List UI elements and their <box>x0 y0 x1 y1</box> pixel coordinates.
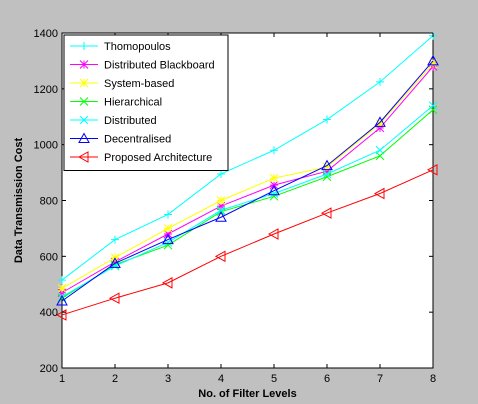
series-3-point-4 <box>269 191 279 201</box>
legend-entry-2: System-based <box>70 78 174 90</box>
series-0-point-5 <box>323 115 331 124</box>
series-6-point-4 <box>267 228 279 240</box>
series-line-1 <box>61 66 434 294</box>
series-4 <box>57 101 438 302</box>
x-tick-label-3: 3 <box>165 373 171 385</box>
y-tick-label-200: 200 <box>40 363 58 375</box>
legend: Thomopoulos Distributed Blackboard System-… <box>63 34 229 171</box>
series-4-point-3 <box>216 205 226 215</box>
series-6-point-5 <box>320 207 332 219</box>
series-6-point-1 <box>108 292 120 305</box>
x-tick-label-7: 7 <box>377 373 383 385</box>
series-6-point-0 <box>55 309 67 321</box>
series-5-point-4 <box>268 184 280 196</box>
series-0-point-0 <box>58 276 66 285</box>
legend-label-6: Proposed Architecture <box>104 152 212 164</box>
y-tick-label-600: 600 <box>40 251 58 263</box>
legend-marker-3 <box>79 97 89 106</box>
series-2-point-0 <box>57 284 67 293</box>
series-3-point-2 <box>163 240 173 250</box>
series-6-point-3 <box>214 250 226 263</box>
legend-entry-6: Proposed Architecture <box>70 151 212 164</box>
y-tick-label-1200: 1200 <box>34 84 58 96</box>
series-line-0 <box>61 35 434 281</box>
series-1-point-5 <box>322 166 332 176</box>
series-2-point-3 <box>216 196 226 205</box>
x-tick-label-2: 2 <box>112 373 118 385</box>
series-0-point-1 <box>111 235 119 244</box>
x-tick-label-6: 6 <box>324 373 330 385</box>
legend-label-0: Thomopoulos <box>104 41 171 53</box>
series-line-5 <box>61 60 434 302</box>
legend-marker-2 <box>79 78 89 88</box>
legend-label-5: Decentralised <box>104 134 171 146</box>
y-axis-label: Data Transmission Cost <box>13 138 25 264</box>
legend-box <box>63 34 229 171</box>
series-5-point-5 <box>321 159 333 171</box>
series-6 <box>55 163 438 321</box>
series-3-point-5 <box>322 172 332 182</box>
series-5-point-2 <box>162 233 174 245</box>
x-tick-label-1: 1 <box>59 373 65 385</box>
series-0-point-6 <box>376 77 384 86</box>
series-6-point-6 <box>373 187 385 200</box>
series-2-point-5 <box>322 162 332 172</box>
series-1-point-6 <box>375 123 385 133</box>
y-tick-label-1000: 1000 <box>34 140 58 152</box>
series-5-point-3 <box>215 211 227 222</box>
x-tick-label-5: 5 <box>271 373 277 385</box>
legend-entry-3: Hierarchical <box>70 97 162 109</box>
legend-marker-4 <box>79 115 89 125</box>
series-5-point-0 <box>56 294 68 306</box>
series-1-point-1 <box>110 257 120 267</box>
series-1-point-3 <box>216 201 226 211</box>
legend-marker-1 <box>79 60 89 69</box>
legend-marker-5 <box>78 132 90 143</box>
legend-label-2: System-based <box>104 78 174 90</box>
legend-marker-0 <box>80 42 88 50</box>
series-line-4 <box>61 105 434 298</box>
series-0-point-4 <box>270 146 278 155</box>
series-5-point-7 <box>427 54 439 66</box>
series-4-point-5 <box>322 169 332 179</box>
series-6-point-7 <box>426 163 438 176</box>
y-tick-label-400: 400 <box>40 307 58 319</box>
legend-label-4: Distributed <box>104 115 157 127</box>
legend-label-3: Hierarchical <box>104 97 162 109</box>
series-2-point-6 <box>375 119 385 129</box>
series-4-point-6 <box>375 145 385 155</box>
legend-entry-0: Thomopoulos <box>70 41 171 53</box>
series-2-point-4 <box>269 173 279 183</box>
y-tick-label-1400: 1400 <box>34 28 58 40</box>
x-axis-label: No. of Filter Levels <box>198 388 296 400</box>
axis-layer: 1 2 3 4 5 6 7 8 200 400 600 800 1000 1200 1400 <box>34 28 437 385</box>
legend-marker-6 <box>77 151 89 163</box>
series-5-point-6 <box>374 116 386 127</box>
series-3-point-7 <box>428 105 438 115</box>
series-2-point-2 <box>163 224 173 233</box>
series-0-point-3 <box>217 169 225 178</box>
y-tick-label-800: 800 <box>40 196 58 208</box>
series-6-point-2 <box>161 277 173 289</box>
series-5 <box>56 54 439 306</box>
series-2-point-7 <box>428 59 438 69</box>
series-line-2 <box>61 63 434 289</box>
series-1-point-0 <box>57 288 67 297</box>
legend-label-1: Distributed Blackboard <box>104 60 215 72</box>
series-line-6 <box>61 169 434 316</box>
x-tick-label-4: 4 <box>218 373 224 385</box>
series-5-point-1 <box>109 257 121 268</box>
x-tick-label-8: 8 <box>430 373 436 385</box>
series-0-point-2 <box>164 210 172 219</box>
legend-entry-5: Decentralised <box>70 132 171 146</box>
series-4-point-7 <box>428 101 438 110</box>
legend-entry-1: Distributed Blackboard <box>70 60 215 72</box>
legend-entry-4: Distributed <box>70 115 157 127</box>
